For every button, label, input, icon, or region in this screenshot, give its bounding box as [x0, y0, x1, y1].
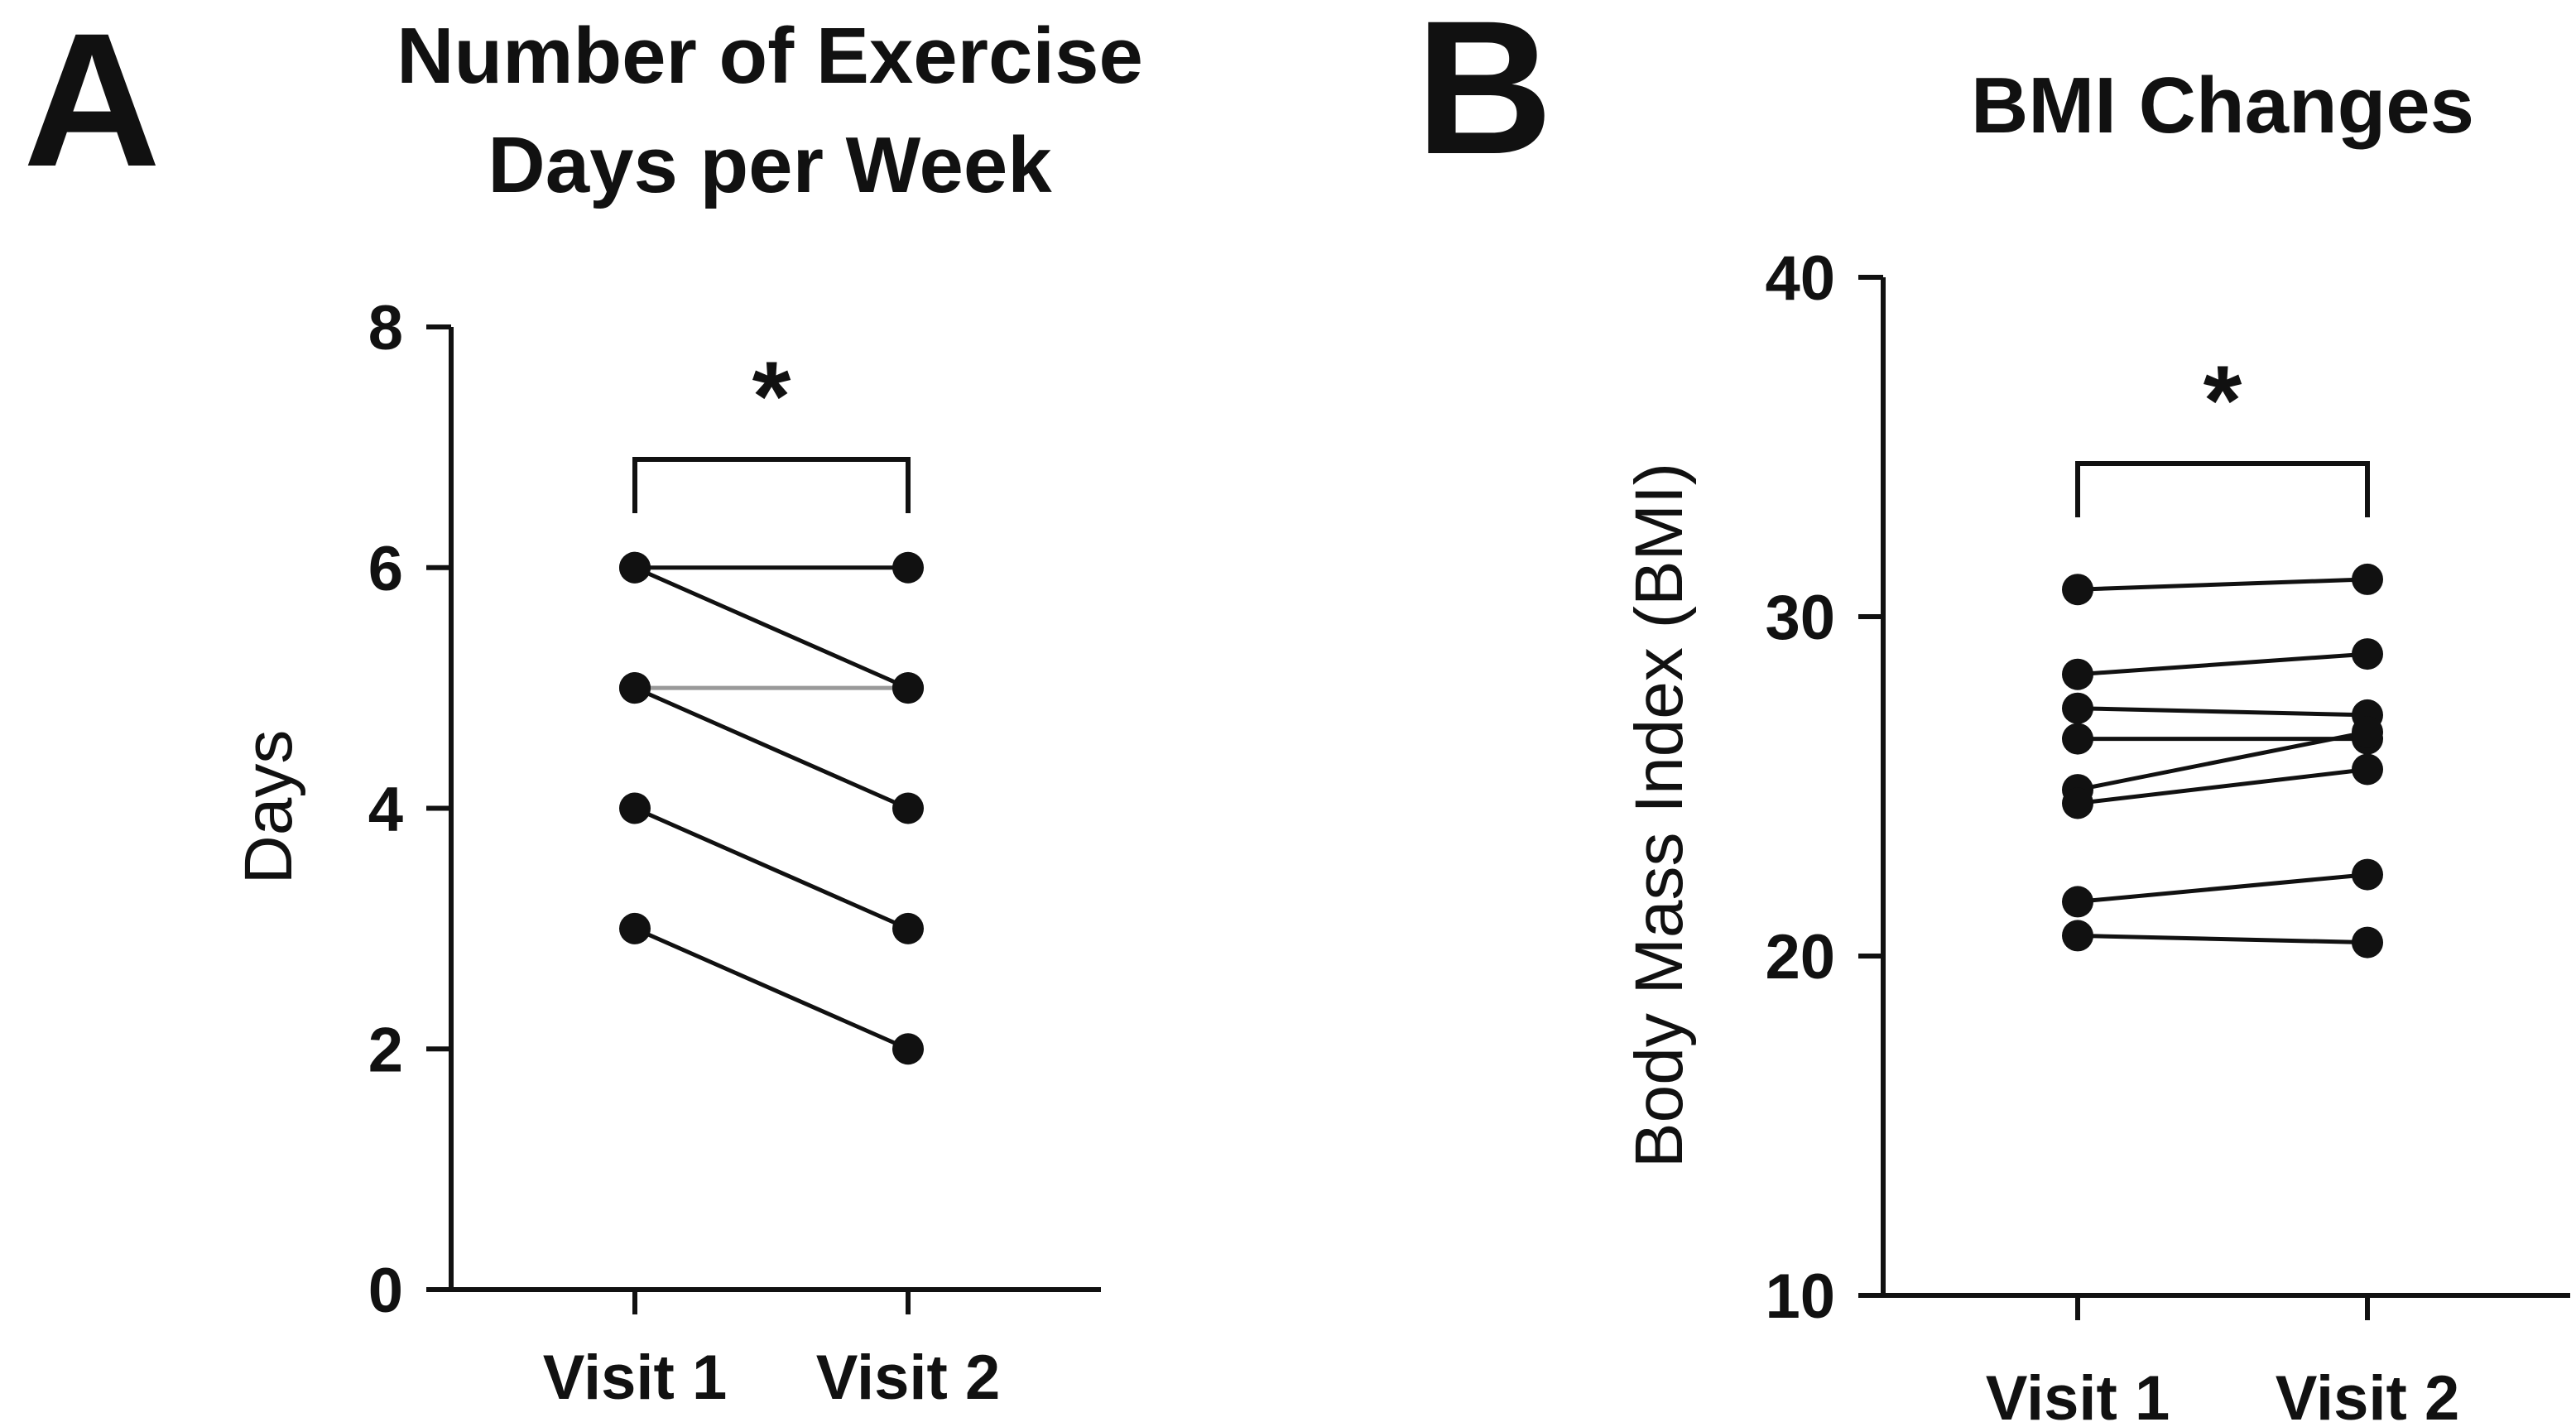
panel-a-x-tick-label: Visit 1 — [543, 1343, 728, 1413]
panel-b-data-point — [2062, 692, 2093, 724]
panel-a-y-axis-label: Days — [231, 730, 306, 885]
panel-b-series-line-6 — [2077, 767, 2368, 805]
panel-b-y-tick-label: 30 — [1765, 583, 1835, 653]
panel-b-significance-bracket — [2075, 461, 2370, 517]
panel-b-data-point — [2352, 753, 2383, 786]
panel-a-y-tick-label: 8 — [368, 293, 403, 363]
panel-a-series-line-5 — [633, 806, 910, 931]
panel-a-significance-bracket — [632, 457, 911, 513]
panel-b-data-point — [2062, 920, 2093, 952]
panel-a-data-point — [619, 912, 651, 944]
panel-a-chart: Number of Exercise Days per Week Days 0 2… — [231, 12, 1143, 1413]
panel-a-data-point — [619, 792, 651, 824]
panel-b-series-line-1 — [2077, 577, 2368, 592]
panel-a-data-point — [619, 551, 651, 584]
panel-b-marks: 10 20 30 40 Visit 1 Visit 2 * — [1765, 243, 2570, 1427]
panel-b-data-point — [2062, 787, 2093, 819]
panel-a-letter: A — [23, 0, 161, 206]
panel-a-series-line-2 — [633, 565, 910, 690]
panel-b-title: BMI Changes — [1971, 61, 2474, 150]
panel-b-x-tick-label: Visit 1 — [1986, 1363, 2170, 1427]
panel-b-series-line-2 — [2077, 651, 2368, 677]
panel-b-chart: BMI Changes Body Mass Index (BMI) 10 20 30… — [1622, 61, 2570, 1427]
panel-a-data-point — [892, 792, 924, 824]
panel-a-data-point — [892, 912, 924, 944]
panel-a-significance-star: * — [752, 341, 791, 452]
panel-b-data-point — [2352, 926, 2383, 959]
panel-b-data-point — [2352, 563, 2383, 595]
panel-a-y-tick-label: 0 — [368, 1256, 403, 1326]
panel-b-data-point — [2062, 658, 2093, 690]
panel-a-y-tick-label: 6 — [368, 534, 403, 604]
panel-b-data-point — [2352, 858, 2383, 891]
panel-b-data-point — [2062, 886, 2093, 918]
panel-b-y-tick-label: 10 — [1765, 1261, 1835, 1332]
panel-b-data-point — [2352, 716, 2383, 748]
panel-a-title-line-2: Days per Week — [488, 121, 1052, 209]
panel-a-series-line-6 — [633, 926, 910, 1051]
panel-b-y-tick-label: 40 — [1765, 243, 1835, 314]
panel-a-marks: 0 2 4 6 8 Visit 1 Visit 2 * — [368, 293, 1101, 1413]
panel-a-data-point — [892, 672, 924, 704]
panel-b-data-point — [2062, 574, 2093, 606]
panel-b-series-line-7 — [2077, 872, 2368, 904]
panel-b-significance-star: * — [2204, 345, 2242, 456]
panel-a-series-line-4 — [633, 685, 910, 810]
panel-a-data-point — [619, 672, 651, 704]
panel-b-series-line-3 — [2077, 706, 2368, 718]
panel-b-series-line-8 — [2077, 933, 2368, 945]
panel-a-x-tick-label: Visit 2 — [816, 1343, 1001, 1413]
panel-b-y-axis-label: Body Mass Index (BMI) — [1622, 463, 1697, 1168]
panel-b-x-tick-label: Visit 2 — [2276, 1363, 2460, 1427]
panel-a-y-tick-label: 2 — [368, 1015, 403, 1085]
panel-a-y-tick-label: 4 — [368, 775, 403, 845]
panel-a-data-point — [892, 551, 924, 584]
panel-b-letter: B — [1415, 0, 1553, 194]
panel-a-title-line-1: Number of Exercise — [396, 12, 1143, 100]
panel-a-data-point — [892, 1033, 924, 1065]
panel-b-data-point — [2352, 638, 2383, 670]
panel-b-data-point — [2062, 723, 2093, 755]
panel-b-y-tick-label: 20 — [1765, 922, 1835, 992]
panel-b-series-line-5 — [2077, 729, 2368, 792]
